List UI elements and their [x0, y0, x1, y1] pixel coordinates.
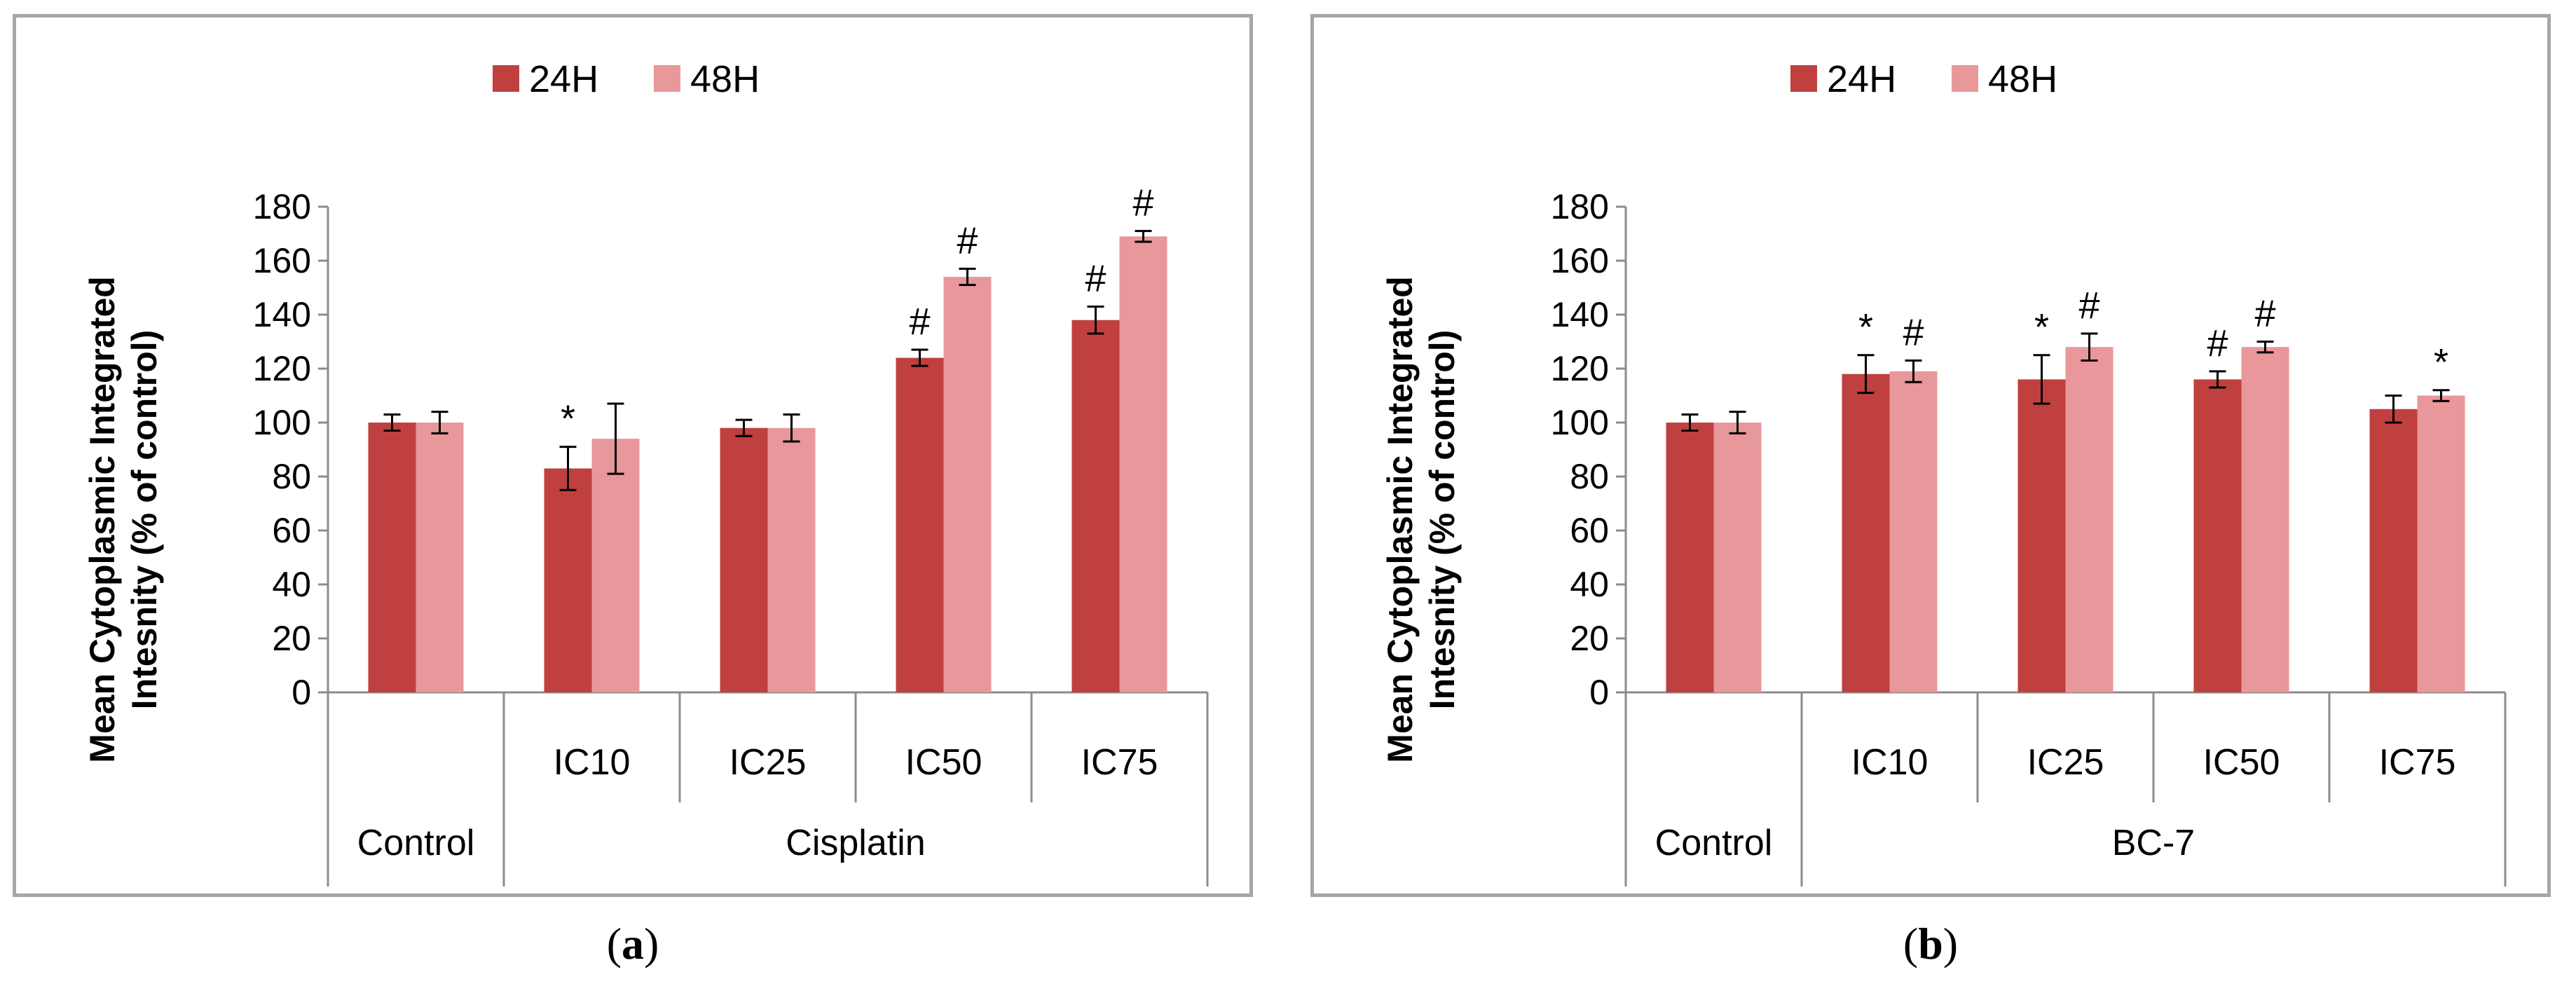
category-label-IC10: IC10	[554, 742, 631, 783]
bar-48H-Control	[1713, 423, 1762, 692]
category-label-IC50: IC50	[905, 742, 982, 783]
control-label: Control	[357, 823, 475, 863]
significance-mark: *	[2434, 341, 2448, 383]
y-tick-label: 100	[1551, 403, 1609, 442]
legend-label-48H: 48H	[690, 58, 760, 100]
caption-a-letter: a	[622, 919, 644, 968]
y-tick-label: 120	[253, 349, 311, 388]
category-label-IC10: IC10	[1851, 742, 1928, 783]
y-tick-label: 100	[253, 403, 311, 442]
y-tick-label: 40	[1570, 565, 1609, 604]
significance-mark: #	[1085, 257, 1106, 299]
group-label: Cisplatin	[786, 823, 925, 863]
y-axis-label-line1: Mean Cytoplasmic Integrated	[1381, 276, 1420, 763]
y-axis-label: Mean Cytoplasmic IntegratedIntesnity (% …	[1381, 276, 1462, 763]
bar-24H-IC50	[2193, 379, 2242, 692]
chart-panel-b: 24H 48H Mean Cytoplasmic IntegratedIntesni…	[1310, 14, 2551, 897]
significance-mark: #	[909, 301, 930, 343]
y-axis-label-line2: Intesnity (% of control)	[1423, 330, 1462, 710]
y-tick-label: 20	[1570, 619, 1609, 658]
significance-mark: *	[2034, 306, 2049, 348]
legend-swatch-48H	[1952, 65, 1978, 92]
bar-24H-IC25	[2017, 379, 2066, 692]
control-label: Control	[1655, 823, 1773, 863]
y-axis-label-line1: Mean Cytoplasmic Integrated	[83, 276, 122, 763]
y-tick-label: 160	[253, 241, 311, 280]
bar-48H-IC10	[1889, 371, 1938, 692]
y-axis-label: Mean Cytoplasmic IntegratedIntesnity (% …	[83, 276, 164, 763]
y-tick-label: 160	[1551, 241, 1609, 280]
group-label: BC-7	[2112, 823, 2195, 863]
bar-24H-IC10	[544, 468, 592, 692]
significance-mark: #	[957, 220, 978, 262]
bar-24H-IC10	[1842, 374, 1890, 692]
significance-mark: *	[561, 398, 575, 440]
bar-48H-IC75	[1119, 236, 1167, 693]
category-label-IC75: IC75	[1081, 742, 1158, 783]
y-tick-label: 40	[272, 565, 311, 604]
caption-a: (a)	[606, 919, 659, 968]
caption-b-letter: b	[1918, 919, 1943, 968]
y-tick-label: 80	[1570, 457, 1609, 496]
caption-b: (b)	[1903, 919, 1959, 968]
category-label-IC25: IC25	[2027, 742, 2104, 783]
bar-24H-Control	[1666, 423, 1714, 692]
significance-mark: #	[2207, 322, 2228, 364]
bar-48H-Control	[416, 423, 464, 692]
significance-mark: #	[1132, 182, 1153, 224]
bar-24H-Control	[368, 423, 416, 692]
y-tick-label: 120	[1551, 349, 1609, 388]
significance-mark: *	[1858, 306, 1873, 348]
significance-mark: #	[2078, 285, 2099, 327]
category-label-IC50: IC50	[2203, 742, 2280, 783]
category-label-IC75: IC75	[2379, 742, 2456, 783]
chart-panel-a: 24H 48H Mean Cytoplasmic IntegratedIntesni…	[13, 14, 1253, 897]
legend-label-24H: 24H	[529, 58, 598, 100]
bar-24H-IC50	[896, 357, 944, 692]
bar-24H-IC25	[720, 427, 768, 692]
bar-24H-IC75	[1071, 320, 1120, 692]
y-tick-label: 180	[1551, 187, 1609, 226]
y-axis-label-line2: Intesnity (% of control)	[125, 330, 164, 710]
significance-mark: #	[2254, 293, 2275, 335]
bar-48H-IC75	[2417, 395, 2465, 692]
legend-label-48H: 48H	[1988, 58, 2057, 100]
y-tick-label: 60	[272, 511, 311, 550]
legend-swatch-24H	[1790, 65, 1817, 92]
y-tick-label: 140	[253, 295, 311, 334]
y-tick-label: 80	[272, 457, 311, 496]
bar-48H-IC25	[767, 427, 816, 692]
chart-svg-a: 24H 48H Mean Cytoplasmic IntegratedIntesni…	[83, 58, 1209, 886]
y-tick-label: 20	[272, 619, 311, 658]
significance-mark: #	[1903, 311, 1924, 353]
legend-label-24H: 24H	[1827, 58, 1896, 100]
y-tick-label: 0	[1589, 673, 1609, 712]
y-tick-label: 180	[253, 187, 311, 226]
y-tick-label: 60	[1570, 511, 1609, 550]
bar-24H-IC75	[2369, 409, 2418, 692]
legend-swatch-24H	[493, 65, 519, 92]
category-label-IC25: IC25	[729, 742, 807, 783]
bar-48H-IC50	[2241, 347, 2289, 692]
chart-svg-b: 24H 48H Mean Cytoplasmic IntegratedIntesni…	[1381, 58, 2507, 886]
y-tick-label: 0	[292, 673, 311, 712]
legend-swatch-48H	[654, 65, 680, 92]
bar-48H-IC50	[943, 277, 992, 693]
bar-48H-IC25	[2065, 347, 2113, 692]
bar-48H-IC10	[591, 439, 640, 692]
y-tick-label: 140	[1551, 295, 1609, 334]
